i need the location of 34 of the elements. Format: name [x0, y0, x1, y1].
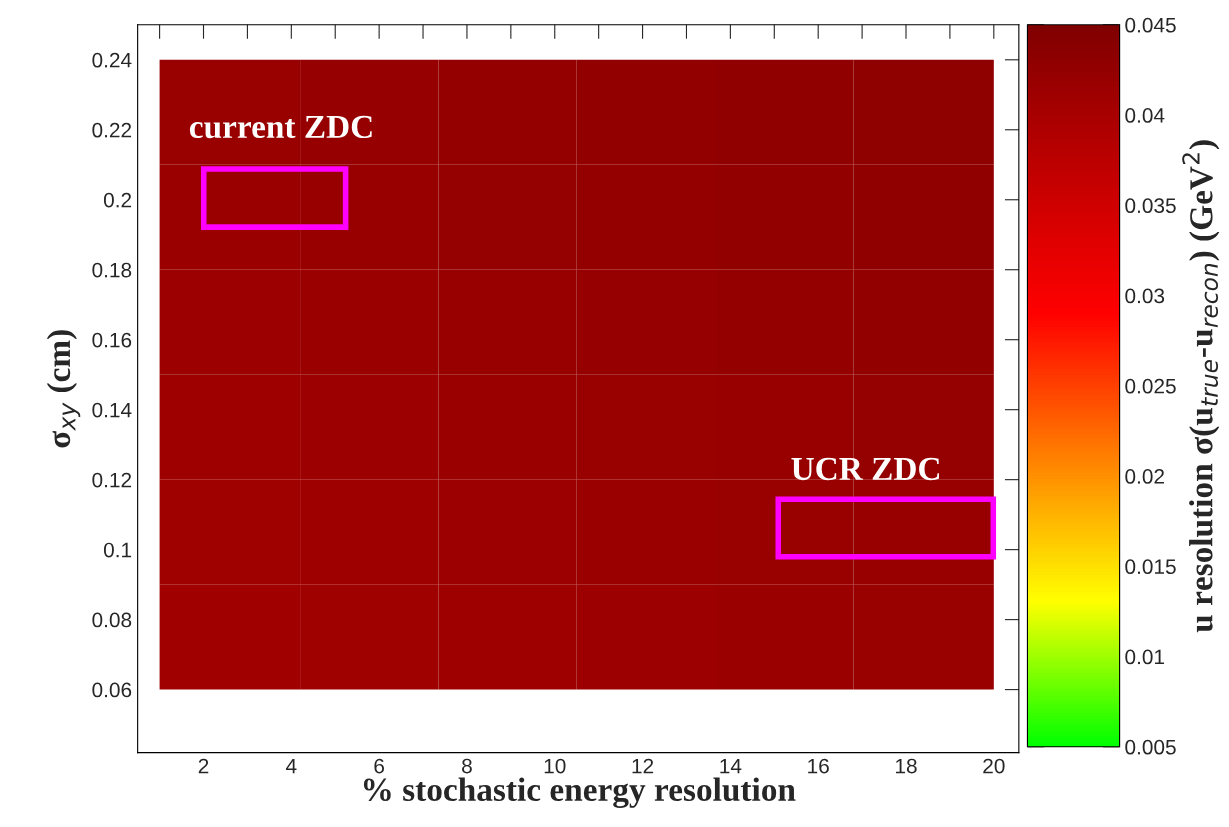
y-tick-label: 0.24: [92, 52, 132, 68]
y-tick-label: 0.08: [92, 612, 132, 628]
color-bar-title: u resolution σ(u$_{true}$-u$_{recon}$) (GeV$^{2}$): [1182, 140, 1220, 633]
annotation: current ZDC: [189, 115, 372, 139]
y-tick-label: 0.16: [92, 332, 132, 348]
color-bar-label: 0.035: [1125, 198, 1176, 214]
y-tick-label: 0.06: [92, 682, 132, 698]
color-bar-label: 0.045: [1125, 17, 1176, 33]
x-tick-label: 2: [198, 758, 209, 774]
color-bar-label: 0.025: [1125, 378, 1176, 394]
y-tick-label: 0.18: [92, 262, 132, 278]
y-tick-label: 0.2: [103, 192, 132, 208]
color-bar-label: 0.02: [1125, 469, 1164, 484]
color-bar-label: 0.005: [1125, 739, 1176, 755]
x-tick-label: 4: [286, 758, 297, 774]
x-tick-label: 16: [808, 758, 829, 774]
x-tick-label: 12: [632, 758, 654, 774]
y-tick-label: 0.12: [92, 472, 132, 488]
x-tick-label: 10: [544, 758, 566, 774]
x-tick-label: 20: [983, 758, 1005, 774]
x-axis-title: % stochastic energy resolution: [363, 777, 796, 809]
color-bar-label: 0.015: [1125, 559, 1176, 575]
color-bar-label: 0.01: [1125, 649, 1165, 665]
x-tick-label: 18: [896, 758, 917, 774]
color-bar-label: 0.04: [1125, 108, 1165, 123]
x-tick-label: 6: [374, 758, 385, 774]
y-tick-label: 0.1: [103, 542, 132, 558]
x-tick-label: 14: [720, 758, 742, 774]
color-bar-label: 0.03: [1125, 288, 1165, 304]
y-tick-label: 0.22: [92, 122, 132, 138]
y-tick-label: 0.14: [92, 402, 132, 418]
y-axis-title: σ$_{xy}$ (cm): [46, 330, 81, 448]
annotation: UCR ZDC: [791, 457, 939, 481]
x-tick-label: 8: [462, 758, 472, 774]
